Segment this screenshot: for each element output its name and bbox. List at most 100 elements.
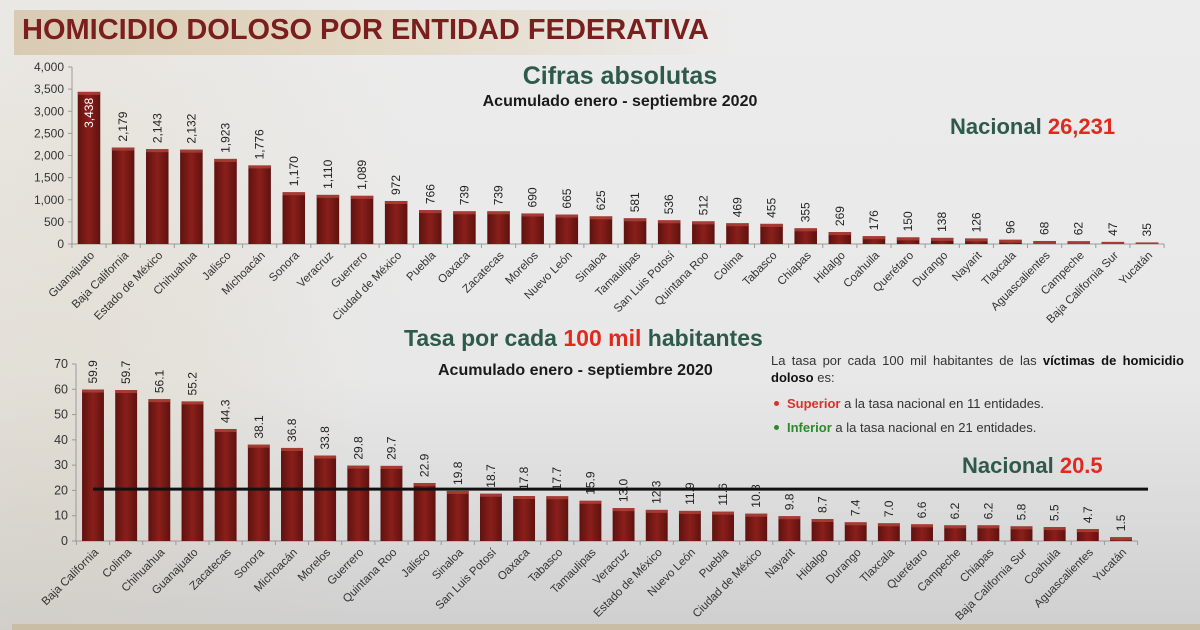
bar [281, 447, 303, 541]
bar-top-highlight [726, 223, 749, 227]
y-tick-label: 0 [61, 534, 68, 548]
data-label: 36.8 [285, 418, 299, 442]
bar [546, 496, 569, 541]
bar-top-highlight [148, 399, 171, 403]
bar-top-highlight [546, 496, 569, 500]
bar [811, 519, 834, 541]
bar [384, 200, 408, 244]
bar-top-highlight [1010, 526, 1033, 530]
category-label: Durango [824, 547, 864, 587]
category-label: San Luis Potosí [612, 249, 678, 315]
bar [181, 401, 204, 541]
data-label: 17.8 [517, 466, 531, 490]
bar-top-highlight [612, 508, 635, 512]
data-label: 55.2 [185, 372, 199, 396]
data-label: 512 [696, 195, 710, 215]
bar-top-highlight [999, 239, 1022, 243]
chart1-national-total: Nacional 26,231 [950, 114, 1115, 140]
data-label: 766 [423, 184, 437, 204]
note-text-after: es: [813, 370, 835, 385]
data-label: 29.7 [384, 436, 398, 460]
data-label: 126 [969, 212, 983, 232]
data-label: 1,923 [219, 123, 233, 153]
data-label: 22.9 [418, 453, 432, 477]
data-label: 176 [867, 210, 881, 230]
data-label: 18.7 [484, 464, 498, 488]
bar-top-highlight [111, 147, 135, 151]
category-label: San Luis Potosí [434, 546, 500, 612]
category-label: Colima [712, 249, 746, 283]
bar-top-highlight [944, 525, 967, 529]
bar-top-highlight [380, 465, 403, 469]
chart1-subtitle: Acumulado enero - septiembre 2020 [482, 93, 758, 110]
bar [911, 524, 933, 541]
y-tick-label: 500 [44, 215, 64, 229]
bar [1010, 526, 1033, 541]
data-label: 1,776 [253, 129, 267, 159]
bar-top-highlight [760, 223, 783, 227]
data-label: 17.7 [550, 467, 564, 491]
bar-top-highlight [115, 390, 138, 394]
bar [487, 211, 510, 244]
note-bullets: Superior a la tasa nacional en 11 entida… [771, 396, 1044, 444]
data-label: 5.5 [1048, 504, 1062, 521]
data-label: 9.8 [782, 493, 796, 510]
bar [521, 213, 544, 244]
bar-top-highlight [623, 218, 647, 222]
bar-top-highlight [384, 200, 408, 204]
data-label: 2,132 [184, 113, 198, 143]
category-label: Nayarit [763, 546, 798, 581]
bar-top-highlight [453, 211, 476, 215]
bar [745, 513, 768, 541]
bar [413, 483, 436, 541]
data-label: 62 [1072, 222, 1086, 236]
y-tick-label: 10 [54, 509, 68, 523]
data-label: 6.6 [915, 501, 929, 518]
data-label: 972 [389, 175, 403, 195]
data-label: 19.8 [451, 461, 465, 485]
bar [589, 216, 613, 244]
bar-top-highlight [930, 237, 954, 241]
bar-top-highlight [555, 214, 579, 218]
data-label: 355 [799, 202, 813, 222]
data-label: 8.7 [816, 496, 830, 513]
bar [1043, 527, 1066, 541]
bar-top-highlight [911, 524, 933, 528]
data-label: 269 [833, 206, 847, 226]
bar-top-highlight [811, 519, 834, 523]
bar-top-highlight [778, 516, 801, 520]
bar-top-highlight [247, 444, 270, 448]
bar-top-highlight [521, 213, 544, 217]
bar [844, 522, 867, 541]
bar-top-highlight [645, 509, 668, 513]
data-label: 59.7 [119, 360, 133, 384]
category-label: Chiapas [776, 249, 814, 287]
bar [180, 149, 203, 244]
bar [513, 495, 536, 541]
bar-top-highlight [745, 513, 768, 517]
bar [479, 493, 502, 541]
bar [148, 399, 171, 541]
bar [712, 511, 735, 541]
y-tick-label: 3,000 [34, 104, 64, 118]
bullet-inferior-highlight: Inferior [787, 420, 832, 435]
data-label: 1,110 [321, 159, 335, 188]
bar [248, 165, 271, 244]
data-label: 96 [1003, 220, 1017, 234]
bar-top-highlight [180, 149, 203, 153]
bar [760, 223, 783, 244]
y-tick-label: 4,000 [34, 60, 64, 74]
bar [347, 465, 370, 541]
data-label: 47 [1106, 222, 1120, 236]
bullet-superior: Superior a la tasa nacional en 11 entida… [771, 396, 1044, 420]
bar [678, 510, 701, 541]
bar [115, 390, 138, 541]
bar [726, 223, 749, 244]
y-tick-label: 0 [57, 237, 64, 251]
bar [316, 194, 340, 244]
y-tick-label: 1,500 [34, 171, 64, 185]
bar [214, 158, 237, 244]
data-label: 33.8 [318, 426, 332, 450]
bar [794, 228, 817, 244]
